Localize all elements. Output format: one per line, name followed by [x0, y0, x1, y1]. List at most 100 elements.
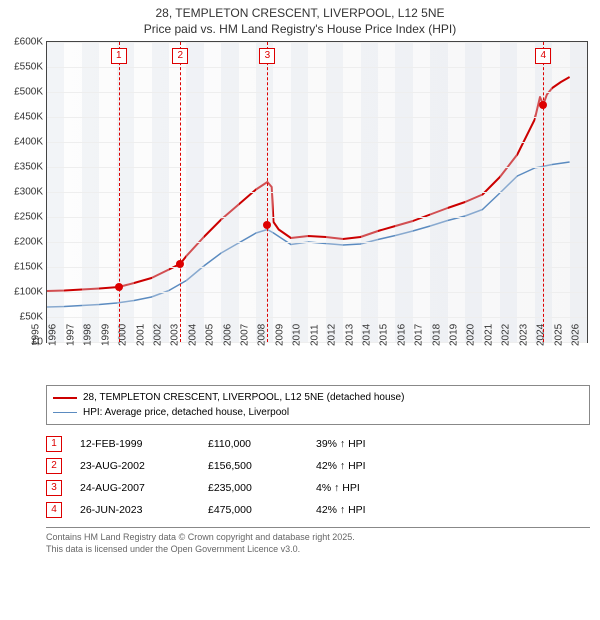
gridline-h [47, 167, 587, 168]
x-tick-label: 2019 [449, 324, 460, 346]
sale-marker-line [543, 42, 544, 342]
y-tick-label: £550K [14, 62, 43, 73]
x-tick-label: 2007 [240, 324, 251, 346]
chart-container: £0£50K£100K£150K£200K£250K£300K£350K£400… [46, 41, 590, 343]
title-line-1: 28, TEMPLETON CRESCENT, LIVERPOOL, L12 5… [0, 6, 600, 22]
x-tick-label: 2024 [536, 324, 547, 346]
chart-title-block: 28, TEMPLETON CRESCENT, LIVERPOOL, L12 5… [0, 0, 600, 37]
y-tick-label: £350K [14, 162, 43, 173]
x-tick-label: 2026 [571, 324, 582, 346]
y-tick-label: £100K [14, 287, 43, 298]
x-tick-label: 2023 [518, 324, 529, 346]
legend-row: 28, TEMPLETON CRESCENT, LIVERPOOL, L12 5… [53, 390, 583, 405]
legend-label: 28, TEMPLETON CRESCENT, LIVERPOOL, L12 5… [83, 390, 404, 405]
x-tick-label: 2013 [344, 324, 355, 346]
sale-date: 26-JUN-2023 [80, 504, 190, 516]
legend-swatch [53, 397, 77, 399]
x-tick-label: 1996 [48, 324, 59, 346]
sale-row: 4 26-JUN-2023 £475,000 42% ↑ HPI [46, 499, 590, 521]
sale-row: 1 12-FEB-1999 £110,000 39% ↑ HPI [46, 433, 590, 455]
sale-marker-box: 1 [111, 48, 127, 64]
y-tick-label: £150K [14, 262, 43, 273]
sale-number-box: 3 [46, 480, 62, 496]
x-tick-label: 1999 [100, 324, 111, 346]
sale-diff: 4% ↑ HPI [316, 482, 426, 494]
sale-diff: 39% ↑ HPI [316, 438, 426, 450]
sale-marker-box: 3 [259, 48, 275, 64]
gridline-h [47, 217, 587, 218]
legend: 28, TEMPLETON CRESCENT, LIVERPOOL, L12 5… [46, 385, 590, 425]
sale-date: 23-AUG-2002 [80, 460, 190, 472]
x-tick-label: 2014 [361, 324, 372, 346]
x-tick-label: 2011 [309, 325, 320, 347]
footer: Contains HM Land Registry data © Crown c… [46, 527, 590, 555]
x-tick-label: 2012 [327, 324, 338, 346]
x-tick-label: 2006 [222, 324, 233, 346]
gridline-h [47, 317, 587, 318]
sale-date: 12-FEB-1999 [80, 438, 190, 450]
sale-marker-box: 4 [535, 48, 551, 64]
sale-dot [115, 283, 123, 291]
title-line-2: Price paid vs. HM Land Registry's House … [0, 22, 600, 38]
x-tick-label: 2020 [466, 324, 477, 346]
legend-swatch [53, 412, 77, 413]
x-tick-label: 2010 [292, 324, 303, 346]
gridline-h [47, 142, 587, 143]
x-tick-label: 2003 [170, 324, 181, 346]
gridline-h [47, 242, 587, 243]
x-tick-label: 1995 [31, 324, 42, 346]
sale-price: £110,000 [208, 438, 298, 450]
sale-marker-line [119, 42, 120, 342]
gridline-h [47, 192, 587, 193]
sale-diff: 42% ↑ HPI [316, 460, 426, 472]
sale-price: £475,000 [208, 504, 298, 516]
sale-dot [263, 221, 271, 229]
y-tick-label: £600K [14, 37, 43, 48]
sale-number-box: 4 [46, 502, 62, 518]
x-tick-label: 2025 [553, 324, 564, 346]
x-tick-label: 1997 [65, 324, 76, 346]
gridline-h [47, 42, 587, 43]
x-tick-label: 2015 [379, 324, 390, 346]
x-tick-label: 2008 [257, 324, 268, 346]
x-tick-label: 2001 [135, 324, 146, 346]
footer-line-1: Contains HM Land Registry data © Crown c… [46, 532, 590, 544]
x-tick-label: 2004 [187, 324, 198, 346]
gridline-h [47, 267, 587, 268]
sale-number-box: 1 [46, 436, 62, 452]
gridline-h [47, 67, 587, 68]
sale-marker-box: 2 [172, 48, 188, 64]
gridline-h [47, 92, 587, 93]
x-tick-label: 2005 [205, 324, 216, 346]
y-tick-label: £200K [14, 237, 43, 248]
sale-date: 24-AUG-2007 [80, 482, 190, 494]
plot-area: £0£50K£100K£150K£200K£250K£300K£350K£400… [46, 41, 588, 343]
x-tick-label: 2009 [274, 324, 285, 346]
legend-label: HPI: Average price, detached house, Live… [83, 405, 289, 420]
x-tick-label: 2016 [396, 324, 407, 346]
sale-marker-line [180, 42, 181, 342]
sale-price: £156,500 [208, 460, 298, 472]
sale-dot [176, 260, 184, 268]
y-tick-label: £250K [14, 212, 43, 223]
x-tick-label: 2018 [431, 324, 442, 346]
gridline-h [47, 292, 587, 293]
gridline-h [47, 117, 587, 118]
sale-marker-line [267, 42, 268, 342]
sale-row: 3 24-AUG-2007 £235,000 4% ↑ HPI [46, 477, 590, 499]
y-tick-label: £500K [14, 87, 43, 98]
y-tick-label: £300K [14, 187, 43, 198]
sale-dot [539, 101, 547, 109]
legend-row: HPI: Average price, detached house, Live… [53, 405, 583, 420]
sale-number-box: 2 [46, 458, 62, 474]
x-tick-label: 2017 [414, 324, 425, 346]
y-tick-label: £400K [14, 137, 43, 148]
x-tick-label: 2022 [501, 324, 512, 346]
sale-row: 2 23-AUG-2002 £156,500 42% ↑ HPI [46, 455, 590, 477]
sales-table: 1 12-FEB-1999 £110,000 39% ↑ HPI 2 23-AUG-200… [46, 433, 590, 521]
y-tick-label: £50K [20, 312, 43, 323]
sale-price: £235,000 [208, 482, 298, 494]
x-tick-label: 2002 [152, 324, 163, 346]
x-tick-label: 2021 [483, 324, 494, 346]
sale-diff: 42% ↑ HPI [316, 504, 426, 516]
